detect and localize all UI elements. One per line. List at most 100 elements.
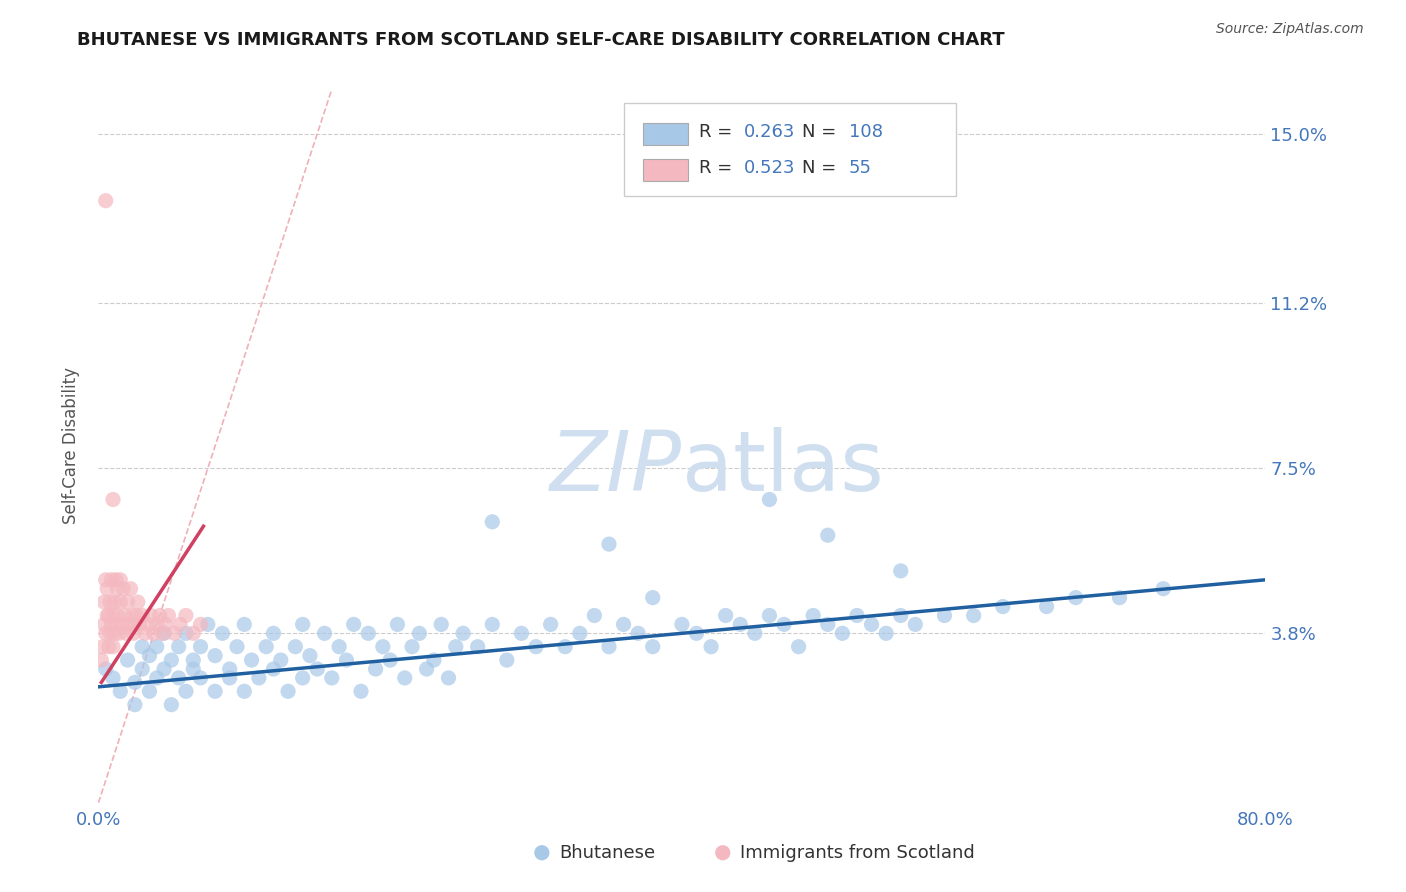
Point	[110, 684, 132, 698]
Point	[146, 671, 169, 685]
Point	[146, 617, 169, 632]
Point	[97, 608, 120, 623]
Point	[153, 662, 176, 676]
Point	[124, 698, 146, 712]
Text: Bhutanese: Bhutanese	[560, 844, 655, 862]
Point	[121, 608, 143, 623]
Point	[94, 626, 117, 640]
Point	[817, 528, 839, 542]
FancyBboxPatch shape	[644, 159, 688, 180]
Point	[444, 640, 467, 654]
Point	[104, 617, 127, 632]
Point	[167, 640, 190, 654]
Point	[190, 617, 212, 632]
Point	[817, 617, 839, 632]
Point	[875, 626, 897, 640]
Point	[934, 608, 956, 623]
Point	[190, 640, 212, 654]
Point	[96, 608, 118, 623]
Point	[98, 626, 121, 640]
Point	[758, 608, 780, 623]
Point	[860, 617, 883, 632]
Point	[270, 653, 292, 667]
Point	[190, 671, 212, 685]
Point	[110, 573, 132, 587]
Point	[134, 626, 156, 640]
Point	[430, 617, 453, 632]
Point	[181, 653, 204, 667]
Point	[380, 653, 402, 667]
Point	[131, 662, 153, 676]
Point	[240, 653, 263, 667]
Text: ZIP: ZIP	[550, 427, 682, 508]
Point	[831, 626, 853, 640]
Text: R =: R =	[699, 159, 738, 177]
Point	[118, 617, 141, 632]
Point	[1108, 591, 1130, 605]
Point	[291, 671, 314, 685]
Point	[408, 626, 430, 640]
Point	[138, 684, 160, 698]
Point	[773, 617, 796, 632]
Point	[101, 671, 124, 685]
Point	[510, 626, 533, 640]
Y-axis label: Self-Care Disability: Self-Care Disability	[62, 368, 80, 524]
Point	[174, 626, 197, 640]
Point	[94, 194, 117, 208]
Point	[94, 573, 117, 587]
Point	[496, 653, 519, 667]
Point	[128, 617, 150, 632]
Point	[149, 608, 172, 623]
Point	[524, 640, 547, 654]
Point	[142, 626, 165, 640]
Point	[91, 640, 114, 654]
Point	[155, 617, 177, 632]
Point	[262, 662, 284, 676]
Point	[423, 653, 446, 667]
Point	[801, 608, 824, 623]
Point	[111, 617, 134, 632]
Point	[96, 582, 118, 596]
Point	[641, 640, 664, 654]
Point	[112, 582, 135, 596]
Point	[120, 582, 142, 596]
Point	[115, 626, 138, 640]
Point	[298, 648, 321, 663]
FancyBboxPatch shape	[624, 103, 956, 196]
Point	[103, 626, 125, 640]
Point	[335, 653, 357, 667]
Point	[100, 573, 122, 587]
Point	[139, 608, 162, 623]
Text: N =: N =	[801, 159, 842, 177]
Point	[314, 626, 336, 640]
Point	[247, 671, 270, 685]
Point	[758, 492, 780, 507]
Point	[146, 640, 169, 654]
Point	[394, 671, 416, 685]
Point	[181, 662, 204, 676]
Point	[117, 595, 139, 609]
Point	[1152, 582, 1174, 596]
Point	[167, 671, 190, 685]
Point	[160, 698, 183, 712]
Point	[211, 626, 233, 640]
Point	[481, 515, 503, 529]
Point	[328, 640, 350, 654]
Text: 108: 108	[849, 123, 883, 141]
Point	[627, 626, 650, 640]
Point	[401, 640, 423, 654]
Point	[554, 640, 576, 654]
Text: N =: N =	[801, 123, 842, 141]
FancyBboxPatch shape	[644, 123, 688, 145]
Point	[124, 617, 146, 632]
Text: R =: R =	[699, 123, 738, 141]
Point	[481, 617, 503, 632]
Point	[163, 626, 186, 640]
Point	[991, 599, 1014, 614]
Text: 0.263: 0.263	[744, 123, 796, 141]
Point	[136, 617, 159, 632]
Text: 0.523: 0.523	[744, 159, 796, 177]
Point	[890, 608, 912, 623]
Point	[114, 608, 136, 623]
Point	[291, 617, 314, 632]
